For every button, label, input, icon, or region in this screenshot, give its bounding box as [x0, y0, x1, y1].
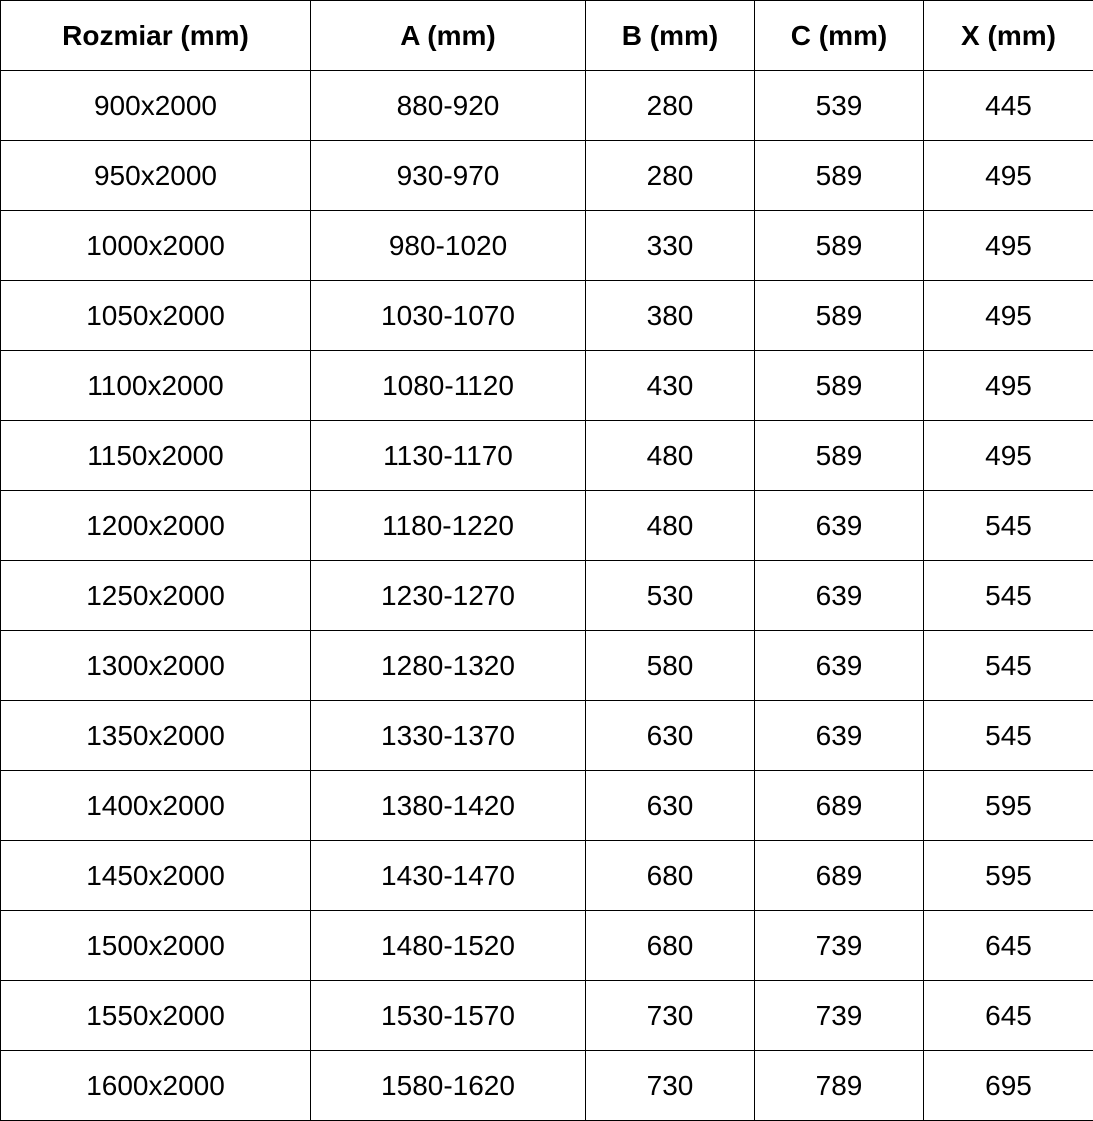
cell-a: 1030-1070	[310, 280, 586, 351]
cell-c: 639	[754, 630, 924, 701]
cell-c: 639	[754, 560, 924, 631]
cell-a: 1380-1420	[310, 770, 586, 841]
cell-x: 595	[923, 770, 1093, 841]
cell-x: 545	[923, 630, 1093, 701]
cell-x: 545	[923, 560, 1093, 631]
cell-x: 595	[923, 840, 1093, 911]
cell-x: 495	[923, 210, 1093, 281]
table-body: 900x2000 880-920 280 539 445 950x2000 930-970 2…	[0, 70, 1093, 1121]
cell-size: 1450x2000	[0, 840, 311, 911]
cell-x: 495	[923, 350, 1093, 421]
cell-b: 330	[585, 210, 755, 281]
cell-size: 1150x2000	[0, 420, 311, 491]
header-a: A (mm)	[310, 0, 586, 71]
cell-x: 495	[923, 140, 1093, 211]
cell-size: 1300x2000	[0, 630, 311, 701]
cell-b: 480	[585, 420, 755, 491]
cell-b: 430	[585, 350, 755, 421]
table-row: 1500x2000 1480-1520 680 739 645	[0, 910, 1093, 981]
table-row: 1000x2000 980-1020 330 589 495	[0, 210, 1093, 281]
cell-size: 1550x2000	[0, 980, 311, 1051]
header-size: Rozmiar (mm)	[0, 0, 311, 71]
cell-b: 680	[585, 910, 755, 981]
table-row: 1400x2000 1380-1420 630 689 595	[0, 770, 1093, 841]
cell-b: 680	[585, 840, 755, 911]
header-x: X (mm)	[923, 0, 1093, 71]
cell-b: 630	[585, 770, 755, 841]
header-c: C (mm)	[754, 0, 924, 71]
cell-c: 739	[754, 980, 924, 1051]
cell-a: 1330-1370	[310, 700, 586, 771]
cell-x: 545	[923, 700, 1093, 771]
cell-c: 589	[754, 350, 924, 421]
cell-size: 1250x2000	[0, 560, 311, 631]
cell-a: 1580-1620	[310, 1050, 586, 1121]
cell-x: 695	[923, 1050, 1093, 1121]
cell-size: 1600x2000	[0, 1050, 311, 1121]
cell-c: 589	[754, 210, 924, 281]
cell-size: 1100x2000	[0, 350, 311, 421]
cell-size: 1500x2000	[0, 910, 311, 981]
cell-a: 1430-1470	[310, 840, 586, 911]
cell-size: 950x2000	[0, 140, 311, 211]
table-row: 1100x2000 1080-1120 430 589 495	[0, 350, 1093, 421]
cell-b: 580	[585, 630, 755, 701]
cell-size: 1400x2000	[0, 770, 311, 841]
cell-b: 730	[585, 980, 755, 1051]
cell-a: 930-970	[310, 140, 586, 211]
table-row: 1250x2000 1230-1270 530 639 545	[0, 560, 1093, 631]
cell-x: 445	[923, 70, 1093, 141]
cell-x: 645	[923, 980, 1093, 1051]
cell-b: 480	[585, 490, 755, 561]
cell-c: 789	[754, 1050, 924, 1121]
cell-a: 980-1020	[310, 210, 586, 281]
cell-a: 1130-1170	[310, 420, 586, 491]
cell-c: 589	[754, 140, 924, 211]
cell-a: 1230-1270	[310, 560, 586, 631]
cell-c: 639	[754, 490, 924, 561]
table-row: 1300x2000 1280-1320 580 639 545	[0, 630, 1093, 701]
cell-c: 539	[754, 70, 924, 141]
header-b: B (mm)	[585, 0, 755, 71]
table-row: 1200x2000 1180-1220 480 639 545	[0, 490, 1093, 561]
cell-size: 1000x2000	[0, 210, 311, 281]
cell-a: 880-920	[310, 70, 586, 141]
cell-x: 495	[923, 420, 1093, 491]
cell-a: 1080-1120	[310, 350, 586, 421]
cell-size: 1200x2000	[0, 490, 311, 561]
table-row: 950x2000 930-970 280 589 495	[0, 140, 1093, 211]
cell-c: 639	[754, 700, 924, 771]
cell-c: 739	[754, 910, 924, 981]
cell-a: 1530-1570	[310, 980, 586, 1051]
cell-x: 545	[923, 490, 1093, 561]
cell-c: 689	[754, 770, 924, 841]
cell-c: 689	[754, 840, 924, 911]
cell-a: 1480-1520	[310, 910, 586, 981]
table-row: 1450x2000 1430-1470 680 689 595	[0, 840, 1093, 911]
table-row: 1350x2000 1330-1370 630 639 545	[0, 700, 1093, 771]
cell-b: 730	[585, 1050, 755, 1121]
cell-size: 1050x2000	[0, 280, 311, 351]
cell-b: 380	[585, 280, 755, 351]
cell-size: 900x2000	[0, 70, 311, 141]
cell-b: 630	[585, 700, 755, 771]
cell-a: 1280-1320	[310, 630, 586, 701]
cell-x: 495	[923, 280, 1093, 351]
cell-b: 530	[585, 560, 755, 631]
cell-c: 589	[754, 420, 924, 491]
table-row: 1550x2000 1530-1570 730 739 645	[0, 980, 1093, 1051]
table-row: 1600x2000 1580-1620 730 789 695	[0, 1050, 1093, 1121]
cell-a: 1180-1220	[310, 490, 586, 561]
cell-size: 1350x2000	[0, 700, 311, 771]
table-row: 1050x2000 1030-1070 380 589 495	[0, 280, 1093, 351]
cell-b: 280	[585, 70, 755, 141]
header-row: Rozmiar (mm) A (mm) B (mm) C (mm) X (mm)	[0, 0, 1093, 71]
cell-b: 280	[585, 140, 755, 211]
table-row: 900x2000 880-920 280 539 445	[0, 70, 1093, 141]
cell-x: 645	[923, 910, 1093, 981]
cell-c: 589	[754, 280, 924, 351]
table-row: 1150x2000 1130-1170 480 589 495	[0, 420, 1093, 491]
